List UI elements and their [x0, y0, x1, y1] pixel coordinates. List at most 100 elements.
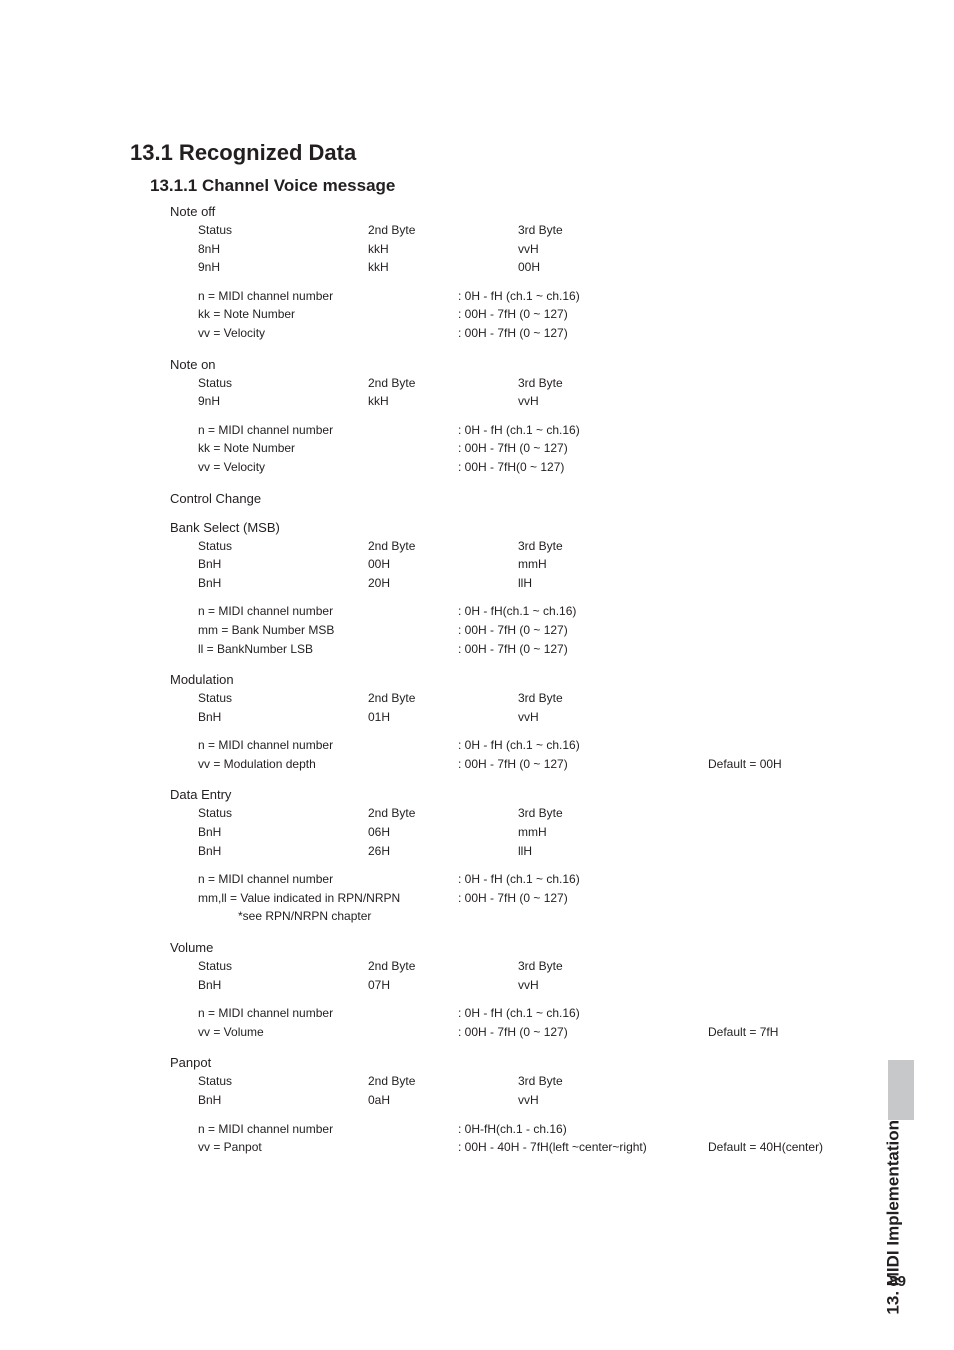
param-val: : 00H - 7fH (0 ~ 127): [458, 889, 708, 908]
heading-13-1-1: 13.1.1 Channel Voice message: [150, 176, 864, 196]
col-3rd-byte: 3rd Byte: [518, 537, 768, 556]
col-2nd-byte: 2nd Byte: [368, 689, 518, 708]
header-row: Status 2nd Byte 3rd Byte: [198, 374, 864, 393]
page-number: 89: [889, 1273, 906, 1290]
param-val: : 0H - fH (ch.1 ~ ch.16): [458, 287, 708, 306]
param-row: n = MIDI channel number : 0H - fH (ch.1 …: [198, 870, 864, 889]
section-data-entry: Data Entry: [170, 787, 864, 802]
cell: BnH: [198, 976, 368, 995]
header-row: Status 2nd Byte 3rd Byte: [198, 221, 864, 240]
data-row: BnH 26H llH: [198, 842, 864, 861]
param-key: vv = Velocity: [198, 458, 458, 477]
cell: vvH: [518, 240, 768, 259]
param-row: ll = BankNumber LSB : 00H - 7fH (0 ~ 127…: [198, 640, 864, 659]
param-val: : 00H - 7fH (0 ~ 127): [458, 439, 708, 458]
data-row: BnH 00H mmH: [198, 555, 864, 574]
param-key: vv = Panpot: [198, 1138, 458, 1157]
param-row: mm = Bank Number MSB : 00H - 7fH (0 ~ 12…: [198, 621, 864, 640]
param-val: : 0H - fH (ch.1 ~ ch.16): [458, 736, 708, 755]
param-key: kk = Note Number: [198, 439, 458, 458]
param-row: n = MIDI channel number : 0H - fH (ch.1 …: [198, 1004, 864, 1023]
cell: kkH: [368, 258, 518, 277]
col-2nd-byte: 2nd Byte: [368, 221, 518, 240]
heading-13-1: 13.1 Recognized Data: [130, 140, 864, 166]
col-status: Status: [198, 804, 368, 823]
param-key: vv = Volume: [198, 1023, 458, 1042]
cell: mmH: [518, 823, 768, 842]
cell: kkH: [368, 240, 518, 259]
param-row: kk = Note Number : 00H - 7fH (0 ~ 127): [198, 305, 864, 324]
param-row: vv = Volume : 00H - 7fH (0 ~ 127) Defaul…: [198, 1023, 864, 1042]
param-row: *see RPN/NRPN chapter: [198, 907, 864, 926]
col-status: Status: [198, 689, 368, 708]
param-row: kk = Note Number : 00H - 7fH (0 ~ 127): [198, 439, 864, 458]
col-3rd-byte: 3rd Byte: [518, 221, 768, 240]
cell: BnH: [198, 1091, 368, 1110]
param-key: *see RPN/NRPN chapter: [198, 907, 458, 926]
col-status: Status: [198, 1072, 368, 1091]
col-3rd-byte: 3rd Byte: [518, 957, 768, 976]
param-default: Default = 7fH: [708, 1023, 778, 1042]
param-val: [458, 907, 708, 926]
param-val: : 0H - fH(ch.1 ~ ch.16): [458, 602, 708, 621]
cell: 9nH: [198, 258, 368, 277]
param-key: n = MIDI channel number: [198, 870, 458, 889]
col-3rd-byte: 3rd Byte: [518, 374, 768, 393]
col-2nd-byte: 2nd Byte: [368, 957, 518, 976]
param-row: vv = Velocity : 00H - 7fH (0 ~ 127): [198, 324, 864, 343]
param-val: : 00H - 40H - 7fH(left ~center~right): [458, 1138, 708, 1157]
cell: 9nH: [198, 392, 368, 411]
header-row: Status 2nd Byte 3rd Byte: [198, 537, 864, 556]
col-2nd-byte: 2nd Byte: [368, 1072, 518, 1091]
param-row: vv = Panpot : 00H - 40H - 7fH(left ~cent…: [198, 1138, 864, 1157]
param-val: : 00H - 7fH (0 ~ 127): [458, 621, 708, 640]
param-val: : 00H - 7fH (0 ~ 127): [458, 640, 708, 659]
param-key: n = MIDI channel number: [198, 602, 458, 621]
param-default: Default = 40H(center): [708, 1138, 823, 1157]
col-3rd-byte: 3rd Byte: [518, 689, 768, 708]
param-key: ll = BankNumber LSB: [198, 640, 458, 659]
param-default: Default = 00H: [708, 755, 782, 774]
cell: 01H: [368, 708, 518, 727]
param-row: vv = Velocity : 00H - 7fH(0 ~ 127): [198, 458, 864, 477]
param-key: n = MIDI channel number: [198, 287, 458, 306]
header-row: Status 2nd Byte 3rd Byte: [198, 804, 864, 823]
cell: 26H: [368, 842, 518, 861]
param-val: : 0H - fH (ch.1 ~ ch.16): [458, 421, 708, 440]
param-key: n = MIDI channel number: [198, 736, 458, 755]
header-row: Status 2nd Byte 3rd Byte: [198, 689, 864, 708]
param-key: kk = Note Number: [198, 305, 458, 324]
param-key: mm,ll = Value indicated in RPN/NRPN: [198, 889, 458, 908]
section-control-change: Control Change: [170, 491, 864, 506]
cell: 0aH: [368, 1091, 518, 1110]
param-key: vv = Modulation depth: [198, 755, 458, 774]
param-val: : 00H - 7fH (0 ~ 127): [458, 305, 708, 324]
col-status: Status: [198, 957, 368, 976]
section-note-on: Note on: [170, 357, 864, 372]
cell: vvH: [518, 1091, 768, 1110]
data-row: BnH 01H vvH: [198, 708, 864, 727]
param-val: : 0H - fH (ch.1 ~ ch.16): [458, 870, 708, 889]
param-row: n = MIDI channel number : 0H - fH(ch.1 ~…: [198, 602, 864, 621]
param-key: n = MIDI channel number: [198, 1120, 458, 1139]
param-val: : 00H - 7fH (0 ~ 127): [458, 1023, 708, 1042]
param-key: mm = Bank Number MSB: [198, 621, 458, 640]
col-status: Status: [198, 537, 368, 556]
cell: llH: [518, 574, 768, 593]
cell: BnH: [198, 555, 368, 574]
param-row: n = MIDI channel number : 0H - fH (ch.1 …: [198, 421, 864, 440]
side-tab-bar: [888, 1060, 914, 1120]
data-row: BnH 0aH vvH: [198, 1091, 864, 1110]
cell: vvH: [518, 976, 768, 995]
section-modulation: Modulation: [170, 672, 864, 687]
col-status: Status: [198, 221, 368, 240]
cell: 06H: [368, 823, 518, 842]
param-key: n = MIDI channel number: [198, 1004, 458, 1023]
cell: BnH: [198, 574, 368, 593]
param-key: vv = Velocity: [198, 324, 458, 343]
cell: 07H: [368, 976, 518, 995]
section-volume: Volume: [170, 940, 864, 955]
param-val: : 0H - fH (ch.1 ~ ch.16): [458, 1004, 708, 1023]
param-key: n = MIDI channel number: [198, 421, 458, 440]
data-row: BnH 07H vvH: [198, 976, 864, 995]
